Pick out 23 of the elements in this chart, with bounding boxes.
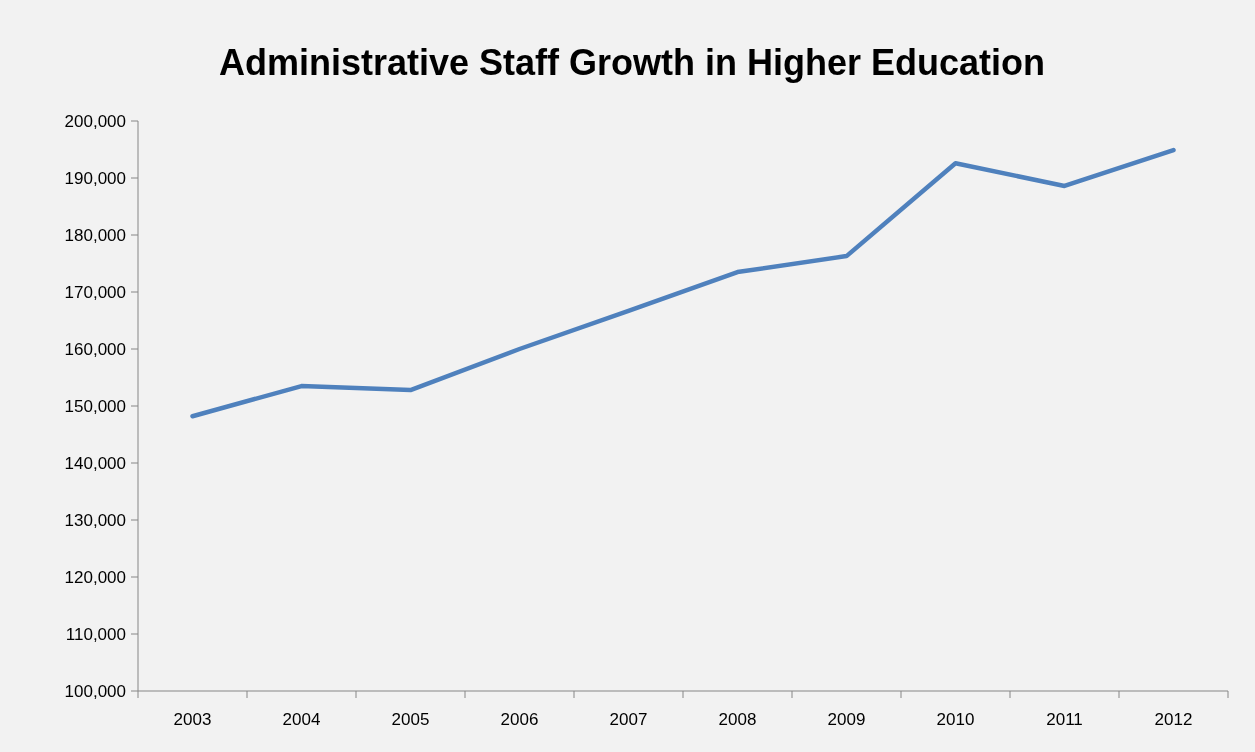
x-tick-label: 2011 [1046, 710, 1083, 729]
x-tick-label: 2006 [500, 710, 539, 729]
chart-title: Administrative Staff Growth in Higher Education [218, 42, 1046, 83]
x-tick-label: 2003 [173, 710, 212, 729]
x-tick-label: 2007 [609, 710, 648, 729]
y-tick-label: 100,000 [64, 681, 126, 701]
x-tick-label: 2005 [391, 710, 430, 729]
y-tick-label: 170,000 [64, 282, 126, 302]
x-tick-label: 2009 [827, 710, 866, 729]
y-tick-label: 190,000 [64, 168, 126, 188]
y-tick-label: 140,000 [64, 453, 126, 473]
y-tick-label: 180,000 [64, 225, 126, 245]
x-tick-label: 2004 [282, 710, 321, 729]
x-tick-label: 2010 [936, 710, 975, 729]
y-tick-label: 110,000 [65, 624, 126, 644]
x-tick-label: 2012 [1154, 710, 1193, 729]
y-tick-label: 130,000 [64, 510, 126, 530]
y-tick-label: 120,000 [64, 567, 126, 587]
x-tick-label: 2008 [718, 710, 757, 729]
line-series [190, 147, 1176, 419]
y-tick-label: 200,000 [64, 111, 126, 131]
y-tick-label: 160,000 [64, 339, 126, 359]
y-tick-label: 150,000 [64, 396, 126, 416]
